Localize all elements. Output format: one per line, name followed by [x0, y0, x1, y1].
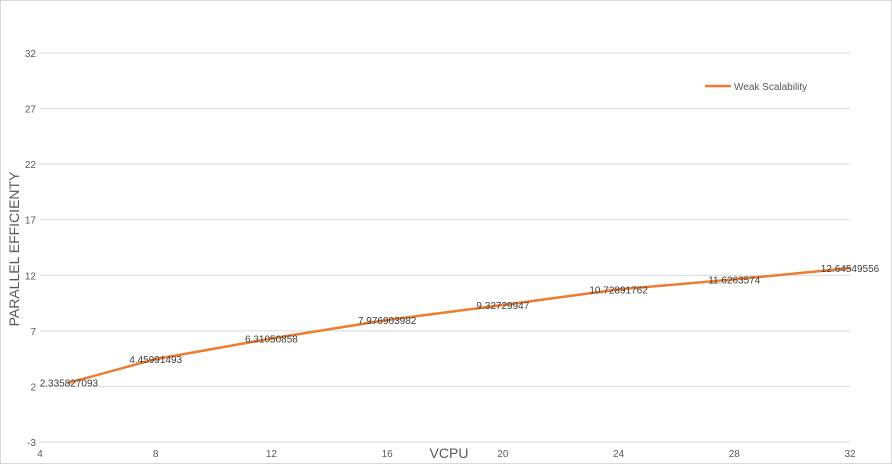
- data-label: 9.32729947: [476, 301, 529, 312]
- y-tick-label: 17: [25, 216, 37, 227]
- data-point: [385, 318, 389, 322]
- data-label: 7.976903982: [358, 316, 417, 327]
- x-axis-ticks: 4 8 12 16 20 24 28 32: [37, 449, 856, 460]
- x-axis-title: VCPU: [430, 445, 469, 461]
- data-label: 2.335827093: [40, 379, 99, 390]
- data-point: [154, 357, 157, 361]
- legend: Weak Scalability: [705, 82, 807, 93]
- x-tick-label: 4: [37, 449, 43, 460]
- x-tick-label: 24: [613, 449, 625, 460]
- data-label: 11.6263574: [708, 275, 761, 286]
- legend-label: Weak Scalability: [734, 82, 807, 93]
- y-axis-title: PARALLEL EFFICIENTY: [6, 171, 22, 326]
- x-tick-label: 32: [844, 449, 856, 460]
- y-tick-label: 27: [25, 105, 37, 116]
- gridlines: [40, 52, 850, 443]
- x-tick-label: 20: [497, 449, 509, 460]
- y-tick-label: 7: [30, 327, 36, 338]
- data-point: [270, 337, 273, 340]
- series-layer: [67, 266, 852, 384]
- y-tick-label: -3: [27, 438, 36, 449]
- x-tick-label: 16: [382, 449, 394, 460]
- x-tick-label: 28: [729, 449, 741, 460]
- x-tick-label: 12: [266, 449, 278, 460]
- data-point: [617, 288, 620, 291]
- data-point: [67, 381, 71, 384]
- y-tick-label: 22: [25, 160, 37, 171]
- data-label: 12.64549556: [821, 264, 880, 275]
- data-point: [848, 266, 852, 270]
- data-label: 4.45991493: [129, 355, 182, 366]
- data-label: 6.31050858: [245, 335, 298, 346]
- y-tick-label: 12: [25, 271, 37, 282]
- data-label: 10.72891762: [589, 285, 648, 296]
- series-line-weak-scalability: [67, 266, 852, 384]
- data-point: [733, 278, 736, 281]
- data-point: [501, 303, 505, 307]
- data-labels: 2.335827093 4.45991493 6.31050858 7.9769039…: [40, 264, 880, 390]
- y-tick-label: 32: [25, 49, 37, 60]
- x-tick-label: 8: [153, 449, 159, 460]
- y-tick-label: 2: [30, 382, 36, 393]
